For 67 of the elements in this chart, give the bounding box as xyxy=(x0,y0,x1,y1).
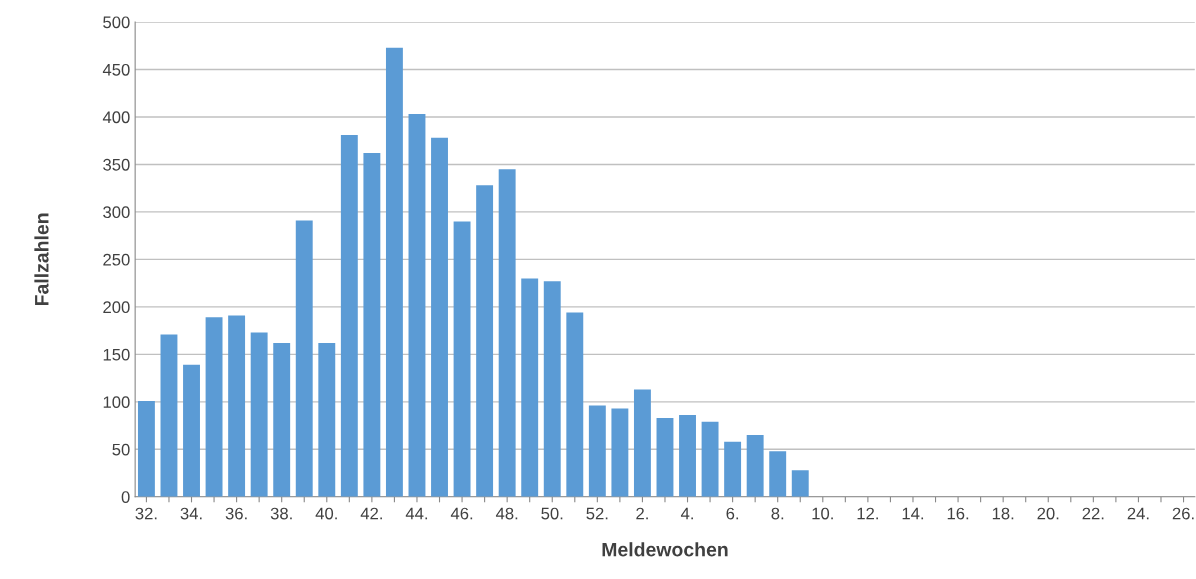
x-tick-label: 34. xyxy=(180,507,202,520)
x-tick-label: 14. xyxy=(902,507,924,520)
x-tick-label: 44. xyxy=(405,507,428,520)
bar xyxy=(543,281,561,497)
y-tick-label: 250 xyxy=(103,253,130,266)
x-tick-label: 10. xyxy=(812,507,833,520)
x-tick-label: 18. xyxy=(992,507,1014,520)
bar xyxy=(137,400,155,497)
bar xyxy=(183,364,200,497)
x-axis-title: Meldewochen xyxy=(602,542,728,557)
bar xyxy=(588,405,606,497)
bar xyxy=(633,389,651,497)
y-tick-label: 450 xyxy=(102,63,130,76)
bar xyxy=(363,153,381,497)
bar xyxy=(769,451,787,497)
x-tick-label: 52. xyxy=(586,507,608,520)
bar xyxy=(679,415,696,497)
x-tick-label: 12. xyxy=(857,507,878,520)
bar xyxy=(521,278,539,497)
x-tick-label: 20. xyxy=(1037,507,1059,520)
bar xyxy=(701,421,719,497)
bar xyxy=(498,169,516,497)
x-tick-label: 6. xyxy=(726,507,739,520)
bar xyxy=(408,114,426,497)
bar xyxy=(791,470,809,497)
x-tick-label: 22. xyxy=(1082,507,1104,520)
x-tick-label: 50. xyxy=(541,507,563,520)
x-tick-label: 32. xyxy=(135,507,157,520)
bar xyxy=(228,315,246,497)
y-tick-label: 100 xyxy=(103,396,130,409)
y-tick-label: 350 xyxy=(103,158,130,171)
bar xyxy=(611,408,629,497)
x-tick-label: 8. xyxy=(771,507,784,520)
bar xyxy=(340,135,358,497)
bar xyxy=(476,185,494,497)
y-tick-label: 150 xyxy=(103,348,130,361)
bar xyxy=(250,332,268,497)
bar xyxy=(724,441,742,497)
x-tick-label: 46. xyxy=(450,507,473,520)
y-tick-label: 300 xyxy=(103,206,130,219)
x-tick-label: 2. xyxy=(636,507,648,520)
bar xyxy=(160,334,178,497)
bar xyxy=(746,435,764,497)
x-tick-label: 42. xyxy=(360,507,382,520)
x-tick-label: 40. xyxy=(315,507,337,520)
y-tick-label: 500 xyxy=(103,16,130,29)
y-axis-title: Fallzahlen xyxy=(34,213,49,306)
x-tick-label: 36. xyxy=(225,507,247,520)
bar xyxy=(656,417,674,497)
x-tick-label: 38. xyxy=(270,507,292,520)
bar xyxy=(318,342,336,497)
bar xyxy=(453,221,471,497)
x-tick-label: 4. xyxy=(680,507,693,520)
y-tick-label: 0 xyxy=(121,491,130,503)
bar xyxy=(295,220,313,497)
bar xyxy=(566,312,584,497)
bar xyxy=(273,342,291,497)
x-tick-label: 24. xyxy=(1127,507,1149,520)
y-tick-label: 50 xyxy=(112,443,130,456)
x-tick-label: 16. xyxy=(947,507,969,520)
x-tick-label: 48. xyxy=(495,507,518,520)
bar xyxy=(431,137,448,497)
bar xyxy=(205,317,223,497)
bar xyxy=(385,47,403,497)
y-tick-label: 200 xyxy=(103,301,130,314)
x-tick-label: 26. xyxy=(1172,507,1194,520)
y-tick-label: 400 xyxy=(102,111,130,124)
